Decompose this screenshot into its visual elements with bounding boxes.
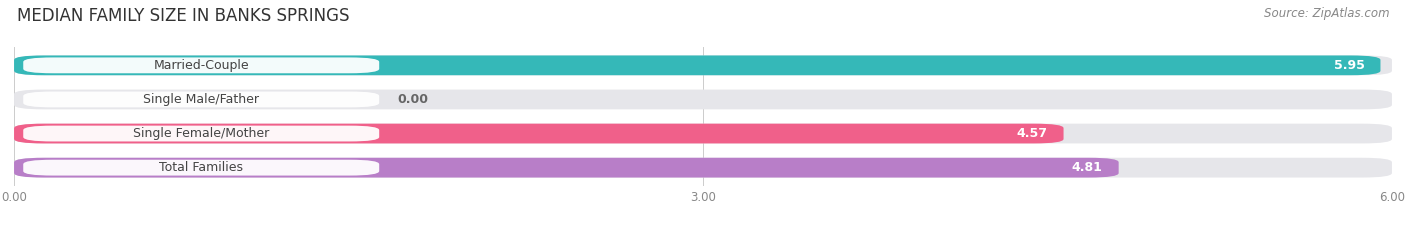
FancyBboxPatch shape [14,124,1063,144]
FancyBboxPatch shape [14,158,1119,178]
FancyBboxPatch shape [24,58,380,73]
Text: Source: ZipAtlas.com: Source: ZipAtlas.com [1264,7,1389,20]
Text: Total Families: Total Families [159,161,243,174]
FancyBboxPatch shape [14,158,1392,178]
FancyBboxPatch shape [14,55,1392,75]
FancyBboxPatch shape [24,92,380,107]
Text: 4.81: 4.81 [1071,161,1102,174]
Text: Single Male/Father: Single Male/Father [143,93,259,106]
Text: Single Female/Mother: Single Female/Mother [134,127,270,140]
Text: 0.00: 0.00 [398,93,429,106]
FancyBboxPatch shape [14,124,1392,144]
Text: Married-Couple: Married-Couple [153,59,249,72]
FancyBboxPatch shape [14,89,1392,109]
Text: MEDIAN FAMILY SIZE IN BANKS SPRINGS: MEDIAN FAMILY SIZE IN BANKS SPRINGS [17,7,349,25]
FancyBboxPatch shape [24,160,380,175]
FancyBboxPatch shape [24,126,380,141]
FancyBboxPatch shape [14,55,1381,75]
Text: 4.57: 4.57 [1017,127,1047,140]
Text: 5.95: 5.95 [1333,59,1364,72]
